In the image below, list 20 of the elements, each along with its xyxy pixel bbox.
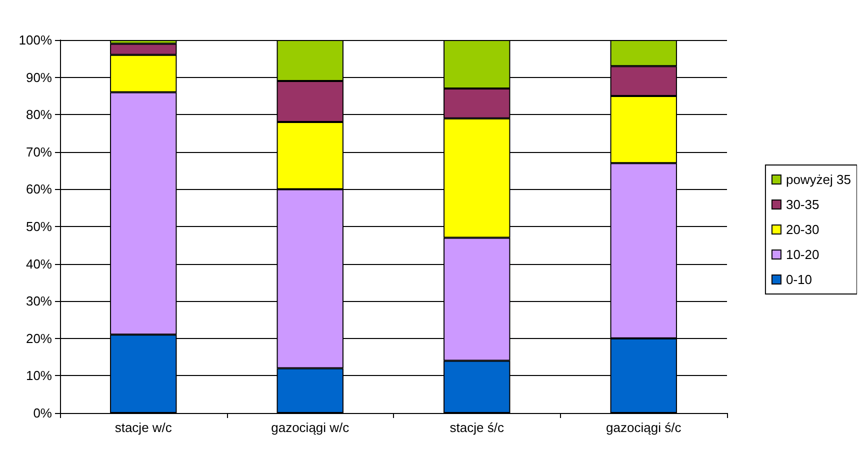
- y-tick-label: 0%: [33, 406, 52, 420]
- y-tick-label: 80%: [26, 107, 52, 122]
- y-tick-label: 40%: [26, 256, 52, 272]
- y-tick-label: 20%: [26, 330, 52, 346]
- legend-label: 10-20: [786, 247, 820, 262]
- legend-label: 20-30: [786, 222, 820, 237]
- y-tick-label: 70%: [26, 144, 52, 160]
- y-tick-label: 50%: [26, 219, 52, 234]
- y-tick-label: 30%: [26, 294, 52, 309]
- y-tick-label: 60%: [26, 182, 52, 197]
- legend-label: powyżej 35: [786, 172, 852, 187]
- legend-label: 30-35: [786, 197, 820, 212]
- legend-label: 0-10: [786, 272, 812, 287]
- x-tick-label: stacje ś/c: [450, 420, 504, 435]
- x-tick-label: gazociągi w/c: [271, 420, 350, 435]
- y-tick-label: 100%: [18, 32, 52, 48]
- x-tick-label: gazociągi ś/c: [606, 420, 682, 435]
- y-tick-label: 90%: [26, 70, 52, 85]
- y-tick-label: 10%: [26, 368, 52, 384]
- x-tick-label: stacje w/c: [114, 420, 172, 435]
